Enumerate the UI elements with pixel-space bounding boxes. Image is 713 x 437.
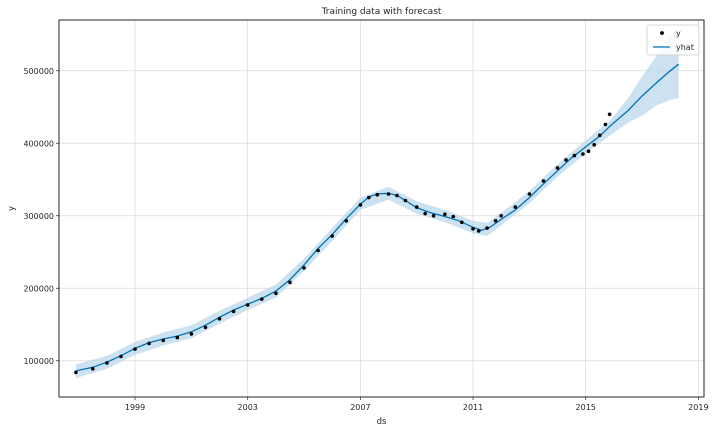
x-tick-label: 2007 (350, 403, 370, 412)
y-tick-label: 200000 (23, 284, 54, 293)
data-point (451, 214, 456, 219)
x-axis-label: ds (377, 417, 387, 427)
data-point (499, 214, 504, 218)
data-point (403, 198, 408, 203)
data-point (471, 227, 475, 231)
data-point (460, 220, 464, 225)
x-tick-label: 2003 (238, 403, 258, 412)
data-point (203, 325, 208, 330)
y-tick-label: 300000 (23, 212, 54, 221)
data-point (476, 229, 481, 233)
data-point (586, 149, 591, 153)
data-point (527, 192, 532, 196)
data-point (316, 248, 320, 253)
data-point (493, 219, 498, 223)
data-point (541, 179, 546, 183)
data-point (344, 219, 349, 223)
plot-frame (58, 19, 705, 398)
data-point (564, 158, 568, 162)
data-point (133, 347, 137, 351)
data-point (91, 366, 95, 371)
data-point (189, 332, 194, 336)
data-point (598, 133, 602, 138)
y-tick-label: 100000 (23, 357, 54, 366)
y-tick-label: 500000 (23, 67, 54, 76)
data-point (358, 203, 363, 207)
data-point (581, 152, 585, 156)
data-point (414, 205, 419, 209)
x-tick-label: 2015 (576, 403, 596, 412)
x-tick-label: 2019 (688, 403, 708, 412)
legend: y yhat (646, 24, 700, 56)
data-point (288, 280, 292, 285)
data-point (431, 214, 436, 218)
chart-title: Training data with forecast (321, 7, 442, 17)
data-point (260, 297, 264, 301)
x-tick-label: 2011 (463, 403, 483, 412)
forecast-line-layer (75, 63, 680, 372)
data-point (274, 291, 278, 296)
data-point (161, 338, 165, 343)
legend-y-label: y (676, 29, 681, 38)
data-point (386, 192, 391, 196)
data-point (330, 234, 335, 238)
observed-points-layer (74, 112, 612, 375)
data-point (217, 316, 222, 321)
legend-y-marker (660, 31, 664, 35)
data-point (375, 192, 380, 197)
data-point (485, 226, 489, 230)
y-axis-ticks: 100000 200000 300000 400000 500000 (23, 67, 59, 366)
data-point (175, 335, 180, 340)
data-point (423, 211, 428, 216)
data-point (607, 112, 612, 117)
data-point (302, 266, 306, 270)
legend-yhat-label: yhat (676, 43, 694, 52)
uncertainty-band-area (75, 29, 679, 379)
yhat-line (75, 63, 680, 372)
data-point (245, 303, 250, 307)
data-point (555, 166, 560, 170)
y-axis-label: y (7, 206, 17, 211)
data-point (592, 142, 596, 147)
data-point (367, 195, 371, 200)
y-tick-label: 400000 (23, 139, 54, 148)
x-tick-label: 1999 (125, 403, 145, 412)
data-point (105, 361, 109, 365)
data-point (572, 153, 577, 158)
x-axis-ticks: 1999 2003 2007 2011 2015 2019 (125, 397, 709, 412)
data-point (119, 354, 123, 359)
data-point (395, 193, 399, 198)
data-point (603, 122, 608, 127)
data-point (513, 205, 518, 209)
data-point (231, 309, 236, 314)
data-point (74, 370, 78, 375)
data-point (147, 341, 151, 346)
data-point (443, 212, 447, 217)
uncertainty-band (75, 29, 679, 379)
